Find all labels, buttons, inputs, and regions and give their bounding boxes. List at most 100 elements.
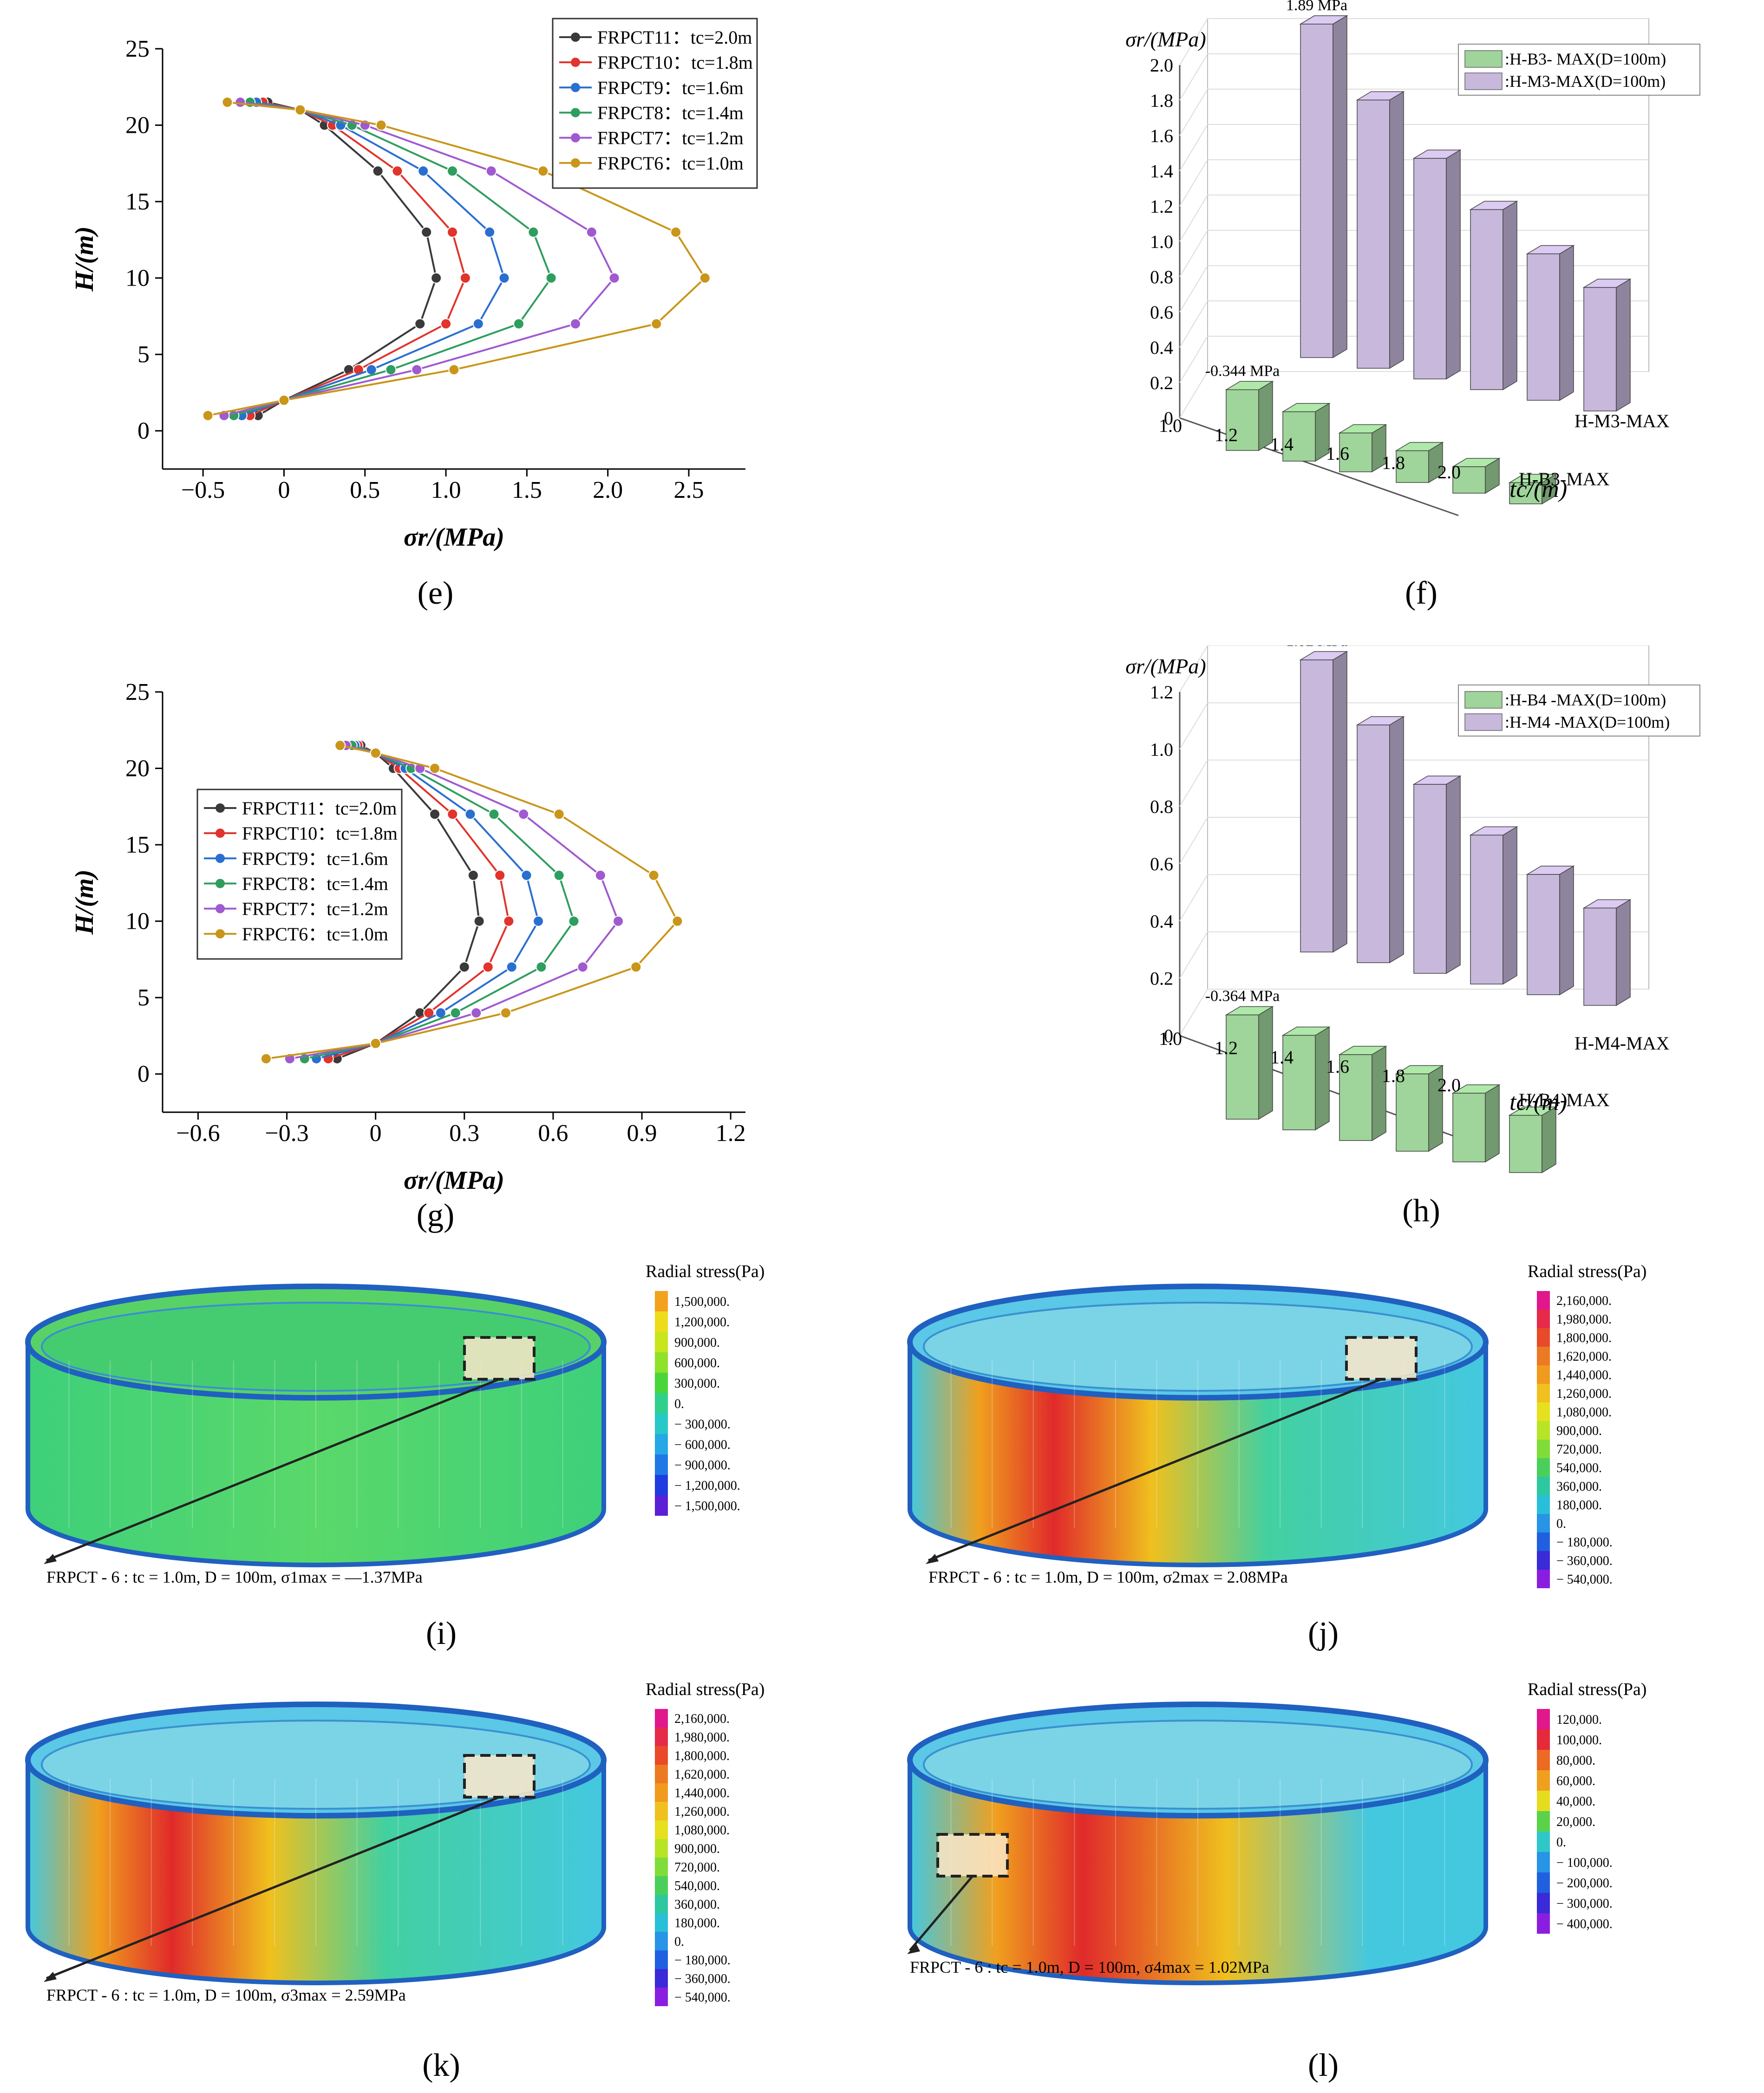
- bar-H-M3-MAX: [1527, 253, 1560, 401]
- legend-entry: FRPCT6：tc=1.0m: [242, 924, 388, 945]
- bar-H-B4-MAX-side: [1258, 1006, 1273, 1120]
- bar-H-B3-MAX-side: [1372, 424, 1386, 473]
- data-point: [613, 915, 624, 927]
- data-point: [506, 961, 517, 973]
- legend-value: − 1,200,000.: [674, 1479, 740, 1493]
- y-tick-label: 5: [137, 341, 150, 368]
- data-point: [222, 97, 233, 108]
- x-tick-label: 2.0: [1437, 1075, 1461, 1095]
- legend-entry: :H-M3-MAX(D=100m): [1505, 72, 1666, 91]
- series-line: [337, 744, 480, 1060]
- legend-entry: :H-B3- MAX(D=100m): [1505, 50, 1666, 68]
- legend-value: 1,800,000.: [1556, 1331, 1612, 1345]
- color-bar-segment: [655, 1895, 668, 1913]
- legend-value: − 360,000.: [674, 1972, 731, 1986]
- bar-H-M4-MAX: [1470, 835, 1503, 985]
- data-point: [577, 961, 588, 973]
- data-point: [528, 226, 539, 238]
- legend-entry: FRPCT7：tc=1.2m: [597, 128, 744, 149]
- arrow-head: [44, 1972, 57, 1982]
- legend-marker: [571, 108, 580, 117]
- data-point: [485, 165, 497, 177]
- legend-value: − 180,000.: [1556, 1535, 1613, 1550]
- color-bar-segment: [1537, 1291, 1550, 1310]
- legend-entry: FRPCT11：tc=2.0m: [242, 798, 397, 819]
- x-tick-label: 0: [370, 1120, 382, 1147]
- legend-value: 1,980,000.: [674, 1730, 730, 1745]
- legend-box: [552, 18, 758, 189]
- grid-line: [1179, 702, 1208, 750]
- contour-i: FRPCT - 6 : tc = 1.0m, D = 100m, σ1max =…: [25, 1262, 764, 1651]
- data-point: [450, 1007, 461, 1019]
- grid-line: [1179, 124, 1208, 171]
- annotation: -0.364 MPa: [1205, 988, 1280, 1005]
- contour-l: FRPCT - 6 : tc = 1.0m, D = 100m, σ4max =…: [907, 1680, 1646, 2083]
- bar-H-M4-MAX: [1583, 907, 1617, 1006]
- legend-entry: FRPCT6：tc=1.0m: [597, 153, 744, 174]
- legend-swatch: [1464, 691, 1503, 709]
- cylinder-inner: [923, 1302, 1473, 1392]
- legend-value: 1,980,000.: [1556, 1312, 1612, 1327]
- color-bar-segment: [1537, 1532, 1550, 1551]
- data-point: [470, 1007, 482, 1019]
- data-point: [553, 809, 565, 820]
- data-point: [670, 226, 682, 238]
- color-bar-segment: [1537, 1402, 1550, 1421]
- grid-line: [1179, 932, 1208, 979]
- grid-line: [1179, 371, 1208, 418]
- legend-entry: FRPCT10：tc=1.8m: [242, 823, 398, 844]
- y-tick-label: 0.2: [1150, 372, 1173, 393]
- color-bar-segment: [1537, 1811, 1550, 1832]
- y-tick-label: 1.6: [1150, 125, 1173, 146]
- grid-line: [1179, 300, 1208, 348]
- y-axis-label: σr/(MPa): [1125, 654, 1206, 678]
- annotation: 1.89 MPa: [1286, 0, 1347, 14]
- legend-value: − 1,500,000.: [674, 1499, 740, 1513]
- bar-H-B4-MAX: [1282, 1035, 1316, 1130]
- y-tick-label: 15: [125, 189, 150, 215]
- color-bar-segment: [655, 1839, 668, 1858]
- pointer-arrow: [46, 1796, 500, 1980]
- annotation: 1.02 MPa: [1286, 646, 1347, 650]
- legend-value: − 180,000.: [674, 1953, 731, 1968]
- color-bar-segment: [655, 1291, 668, 1311]
- bar-H-B3-MAX: [1226, 389, 1259, 451]
- data-point: [536, 961, 547, 973]
- color-bar-segment: [1537, 1365, 1550, 1384]
- data-point: [503, 915, 515, 927]
- bar-H-B3-MAX: [1452, 466, 1486, 494]
- color-bar-segment: [1537, 1440, 1550, 1458]
- bar-H-M3-MAX: [1470, 209, 1503, 390]
- x-tick-label: 0.5: [350, 477, 380, 503]
- x-tick-label: −0.5: [181, 477, 225, 503]
- highlight-box: [463, 1754, 536, 1799]
- data-point: [472, 318, 484, 330]
- bar-H-M4-MAX: [1527, 874, 1560, 995]
- data-point: [429, 763, 441, 774]
- legend-value: 1,200,000.: [674, 1315, 730, 1330]
- bar-H-M4-MAX-side: [1503, 826, 1517, 985]
- legend-title: Radial stress(Pa): [1528, 1680, 1646, 1699]
- color-bar-segment: [1537, 1893, 1550, 1913]
- y-tick-label: 25: [125, 679, 150, 705]
- data-point: [537, 165, 549, 177]
- data-point: [414, 318, 426, 330]
- legend-value: 900,000.: [1556, 1424, 1602, 1438]
- y-tick-label: 25: [125, 36, 150, 62]
- bar-H-M4-MAX: [1357, 724, 1390, 963]
- legend-marker: [216, 854, 225, 863]
- legend-value: − 540,000.: [674, 1990, 731, 2005]
- panel-label-e: (e): [418, 575, 454, 611]
- line-chart-e: −0.5 0 0.5 1.0 1.5 2.0 2.5 0 5 10 15 20 25 σr/(MPa) H/…: [70, 18, 758, 611]
- panel-i: FRPCT - 6 : tc = 1.0m, D = 100m, σ1max =…: [0, 1249, 882, 1667]
- legend-value: − 300,000.: [674, 1417, 731, 1432]
- color-bar-segment: [1537, 1750, 1550, 1770]
- legend-value: 0.: [674, 1935, 684, 1949]
- panel-e: −0.5 0 0.5 1.0 1.5 2.0 2.5 0 5 10 15 20 25 σr/(MPa) H/…: [0, 0, 845, 646]
- cylinder-inner: [923, 1720, 1473, 1810]
- panel-f: 0 0.2 0.4 0.6 0.8 1.0 1.2 1.4 1.6 1.8 2.0 σr/(MPa) 1…: [910, 0, 1764, 646]
- data-point: [484, 226, 496, 238]
- y-tick-label: 1.0: [1150, 231, 1173, 252]
- data-point: [482, 961, 494, 973]
- legend-value: − 360,000.: [1556, 1554, 1613, 1568]
